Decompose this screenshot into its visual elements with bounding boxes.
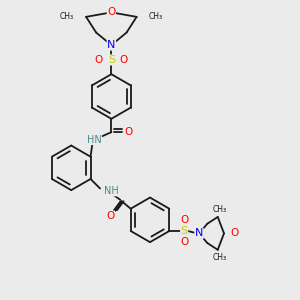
Text: S: S	[108, 55, 115, 65]
Text: S: S	[181, 226, 188, 236]
Text: O: O	[230, 228, 238, 239]
Text: N: N	[107, 40, 116, 50]
Text: O: O	[95, 55, 103, 65]
Text: CH₃: CH₃	[212, 253, 226, 262]
Text: O: O	[180, 215, 188, 225]
Text: NH: NH	[104, 186, 119, 196]
Text: O: O	[180, 237, 188, 247]
Text: CH₃: CH₃	[212, 205, 226, 214]
Text: CH₃: CH₃	[60, 12, 74, 21]
Text: O: O	[120, 55, 128, 65]
Text: CH₃: CH₃	[149, 12, 163, 21]
Text: HN: HN	[87, 135, 101, 145]
Text: O: O	[106, 211, 115, 221]
Text: O: O	[124, 127, 132, 137]
Text: O: O	[107, 8, 116, 17]
Text: N: N	[195, 228, 203, 239]
